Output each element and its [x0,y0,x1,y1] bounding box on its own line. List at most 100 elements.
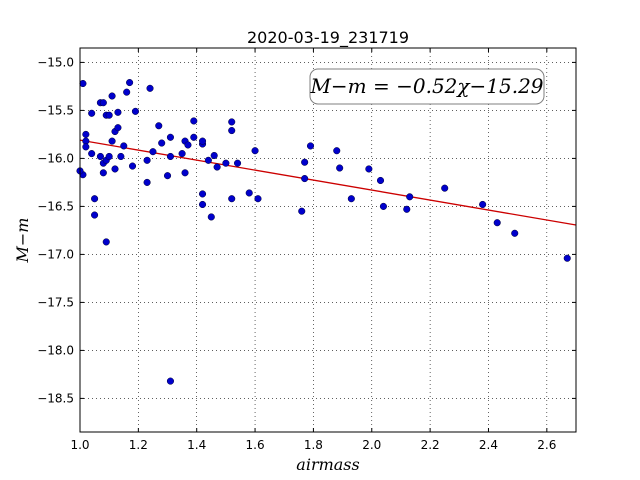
data-point [228,127,236,135]
fit-line-group [79,139,577,226]
data-point [563,254,571,262]
data-point [493,219,501,227]
data-point [178,150,186,158]
data-point [441,184,449,192]
x-axis-label: airmass [296,455,359,474]
data-point [155,122,163,130]
annotation-text: M−m = −0.52χ−15.29 [309,74,543,98]
data-point [111,165,119,173]
data-point [102,238,110,246]
data-point [96,152,104,161]
data-point [166,133,174,141]
x-tick-label: 1.6 [246,438,265,452]
data-point [149,148,157,156]
data-point [379,202,387,210]
y-tick-label: −17.0 [37,247,74,261]
data-point [245,189,253,197]
data-point [190,117,198,125]
data-point [204,156,212,164]
data-point [184,141,192,149]
plot-frame [79,47,577,433]
y-tick-label: −15.5 [37,103,74,117]
data-point [91,211,99,219]
data-point [347,195,355,203]
data-point [126,79,134,87]
data-point [105,152,113,161]
data-point [99,169,107,177]
y-tick-label: −17.5 [37,295,74,309]
x-tick-label: 1.2 [129,438,148,452]
fit-line [79,139,577,226]
x-tick-label: 1.8 [304,438,323,452]
data-point [108,92,116,100]
x-tick-label: 1.4 [187,438,206,452]
data-point [114,108,122,116]
data-point [210,151,218,160]
data-point [131,107,139,115]
data-point [181,169,189,177]
data-point [301,158,309,166]
data-point [128,162,137,170]
x-tick-label: 2.2 [421,438,440,452]
data-point [406,193,414,201]
data-point [143,156,151,164]
data-point [190,133,198,141]
gridlines [80,48,576,432]
fit-annotation: M−m = −0.52χ−15.29 [309,68,545,105]
data-point [99,99,107,107]
data-point [198,137,207,145]
data-point [365,165,373,173]
data-point [511,229,519,237]
x-tick-label: 1.0 [70,438,89,452]
data-point [298,207,306,215]
data-point [198,200,207,209]
data-point [228,118,236,126]
y-axis-label: M−m [13,218,32,264]
data-point [251,147,259,155]
plot-area [80,48,576,432]
data-point [306,142,315,150]
data-point [143,178,151,186]
data-point [123,88,131,96]
data-point [166,377,174,385]
data-point [88,150,96,158]
data-point [105,111,113,119]
data-point [88,109,96,117]
y-tick-label: −18.5 [37,391,74,405]
data-point [254,195,262,203]
data-point [114,124,122,132]
x-tick-label: 2.0 [362,438,381,452]
data-point [82,130,90,138]
chart-title: 2020-03-19_231719 [247,28,409,48]
data-point [198,190,207,198]
data-point [146,84,154,92]
data-point [108,137,116,145]
data-point [336,164,344,172]
y-tick-label: −16.5 [37,199,74,213]
data-point [82,143,90,151]
x-tick-label: 2.4 [479,438,498,452]
data-point [158,139,166,147]
y-tick-label: −15.0 [37,55,74,69]
data-point [117,152,125,161]
data-point [479,200,487,209]
axis-ticks: 1.0 1.2 1.4 1.6 1.8 2.0 2.2 2.4 2.6 −15.0 −15.5 −16… [37,48,576,452]
y-tick-label: −18.0 [37,343,74,357]
data-point [163,172,172,180]
data-point [79,79,87,88]
data-point [234,159,242,167]
data-point [301,175,309,183]
data-point [91,195,99,203]
data-points [76,79,571,385]
data-point [228,195,236,203]
data-point [213,163,221,171]
y-tick-label: −16.0 [37,151,74,165]
data-point [120,142,128,150]
x-tick-label: 2.6 [537,438,556,452]
data-point [222,159,230,167]
data-point [376,176,385,185]
data-point [207,213,215,221]
data-point [403,205,411,213]
annotation-box [309,68,545,105]
